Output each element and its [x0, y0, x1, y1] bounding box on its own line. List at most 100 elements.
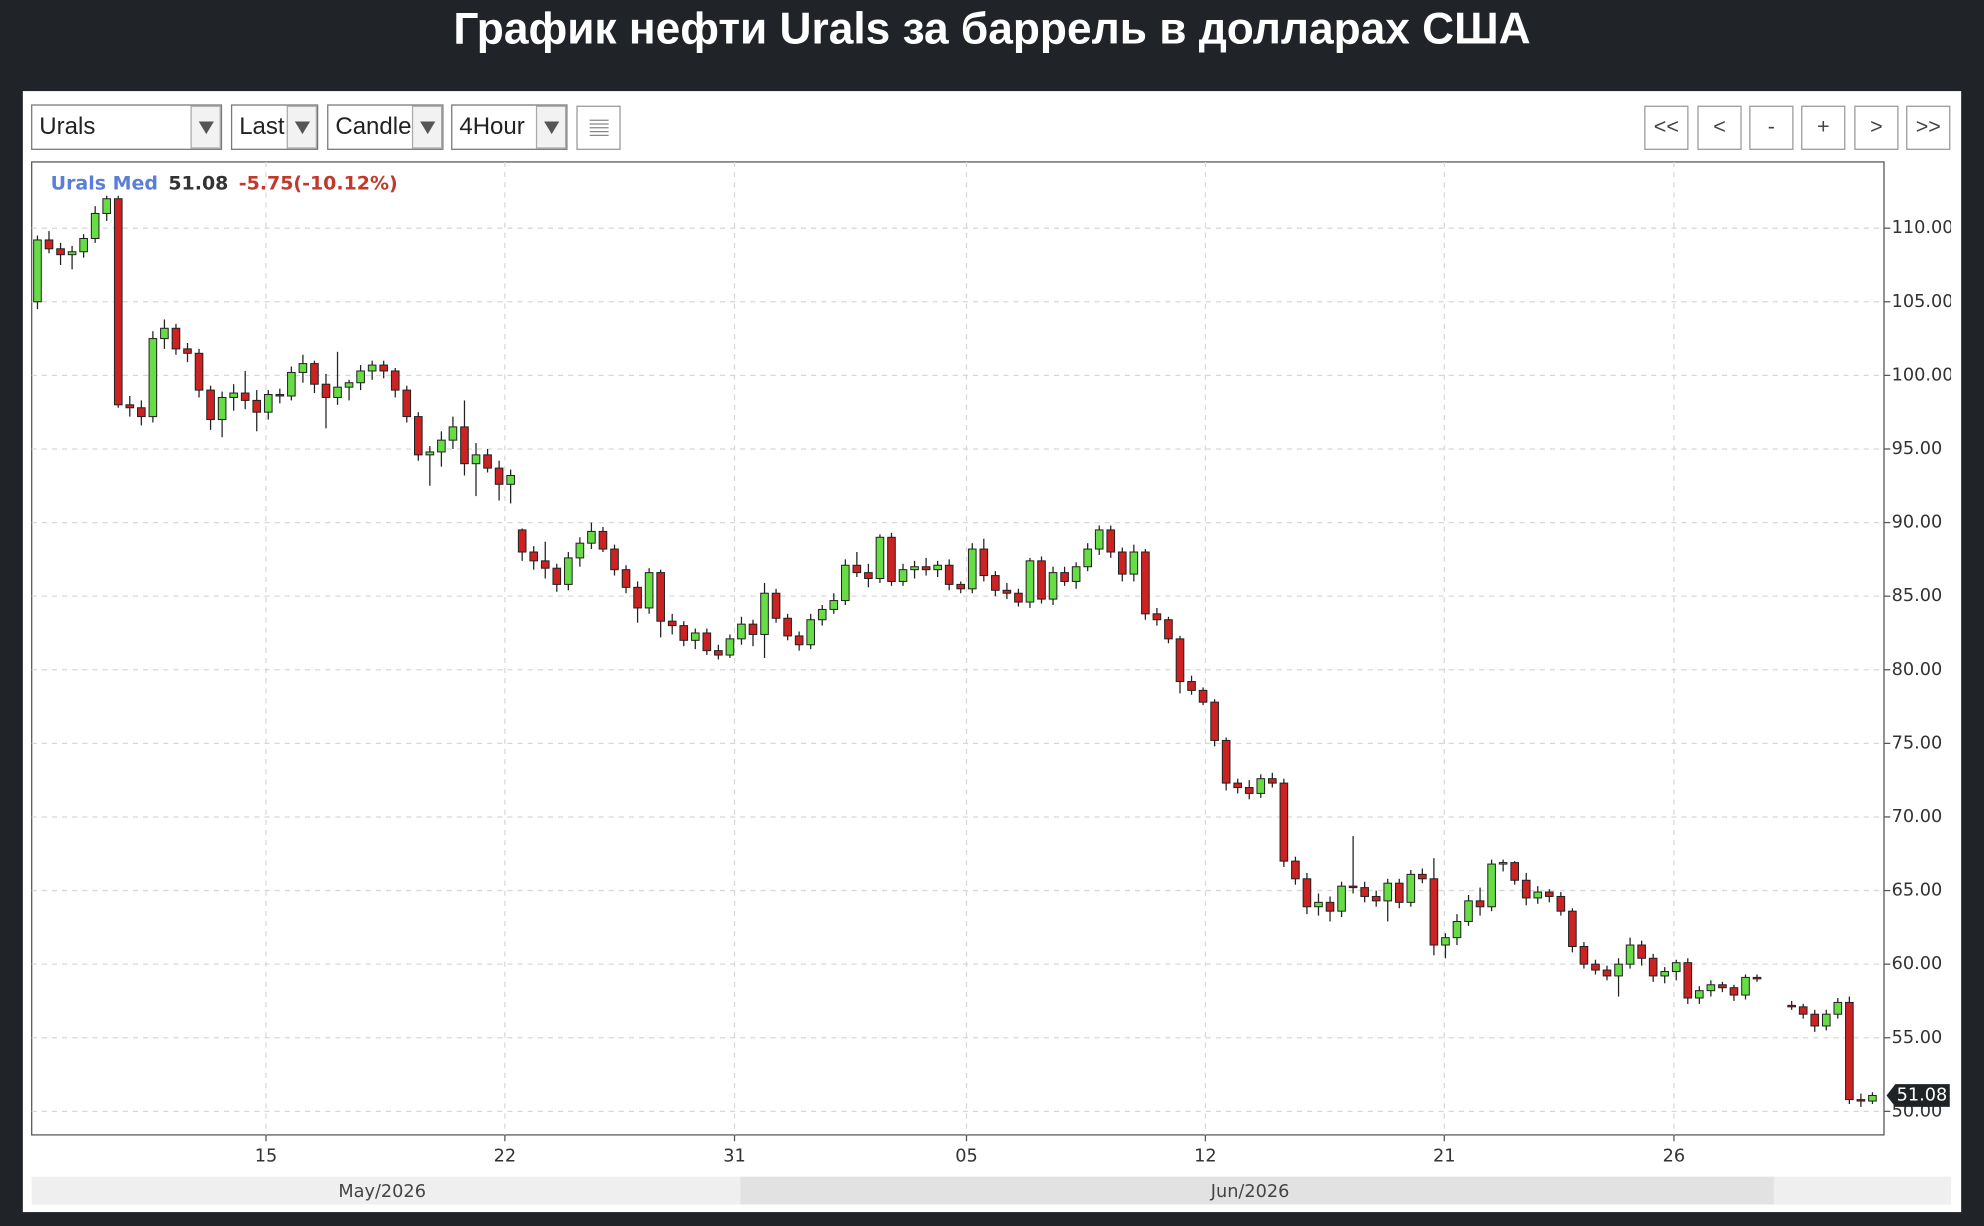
dropdown-label[interactable]: Urals: [39, 113, 95, 140]
dropdown-arrow[interactable]: [420, 121, 436, 135]
candle-body: [1706, 984, 1716, 992]
button-box[interactable]: [1854, 105, 1899, 150]
candle-body: [33, 239, 42, 303]
button-label[interactable]: <: [1713, 114, 1726, 138]
candle-body: [1475, 900, 1485, 908]
dropdown[interactable]: Candle: [327, 104, 444, 150]
candle-body: [1798, 1006, 1808, 1015]
candle-body: [1441, 937, 1450, 946]
candle-body: [1094, 529, 1104, 550]
dropdown[interactable]: Last: [230, 104, 319, 150]
plot-layer: 50.0055.0060.0065.0070.0075.0080.0085.00…: [31, 161, 1954, 1202]
candle-body: [1648, 957, 1658, 977]
candle-body: [1625, 944, 1635, 965]
candle-body: [287, 371, 296, 397]
candle-body: [702, 632, 712, 652]
candle-body: [1106, 529, 1116, 553]
legend-name: Urals Med: [51, 172, 158, 194]
x-tick-label: 15: [255, 1146, 278, 1166]
candle-body: [979, 548, 989, 577]
dropdown-arrow[interactable]: [544, 121, 560, 135]
candle-body: [113, 198, 123, 406]
candle-body: [1752, 976, 1762, 980]
y-tick-label: 95.00: [1892, 439, 1943, 459]
candle-body: [829, 600, 839, 610]
nav-button[interactable]: <: [1697, 105, 1742, 150]
settings-button[interactable]: [576, 105, 621, 150]
candle-body: [852, 564, 862, 574]
candle-body: [356, 370, 365, 384]
nav-button[interactable]: >>: [1906, 105, 1951, 150]
candle-body: [748, 623, 758, 635]
candle-body: [1544, 891, 1554, 897]
dropdown-arrow[interactable]: [198, 121, 214, 135]
candle-body: [864, 572, 873, 580]
period-label: May/2026: [338, 1182, 426, 1202]
candle-body: [1464, 900, 1473, 922]
nav-button[interactable]: +: [1801, 105, 1846, 150]
candle-body: [1821, 1013, 1831, 1027]
button-box[interactable]: [1906, 105, 1951, 150]
candle-body: [817, 608, 827, 621]
candle-body: [506, 474, 515, 485]
candle-body: [1568, 910, 1577, 948]
dropdown-arrow[interactable]: [294, 121, 311, 135]
candle-body: [471, 454, 481, 465]
candle-body: [1198, 689, 1208, 703]
nav-button[interactable]: >: [1854, 105, 1899, 150]
candle-body: [1071, 566, 1081, 582]
candle-body: [656, 572, 665, 622]
candle-body: [252, 399, 262, 413]
button-label[interactable]: >>: [1916, 114, 1941, 138]
candle-body: [148, 338, 158, 418]
x-tick-label: 22: [494, 1146, 517, 1166]
candle-body: [1141, 551, 1150, 615]
candle-body: [933, 564, 942, 571]
button-label[interactable]: -: [1768, 114, 1775, 138]
button-box[interactable]: [1749, 105, 1794, 150]
dropdown[interactable]: Urals: [31, 104, 223, 150]
dropdown[interactable]: 4Hour: [451, 104, 568, 150]
candle-body: [240, 392, 250, 401]
candle-body: [160, 327, 169, 340]
dropdown-label[interactable]: Last: [239, 113, 285, 140]
candle-body: [1810, 1013, 1820, 1027]
candle-body: [1268, 778, 1277, 784]
button-box[interactable]: [1697, 105, 1742, 150]
nav-button[interactable]: -: [1749, 105, 1794, 150]
dropdown-label[interactable]: Candle: [335, 113, 411, 140]
y-tick-label: 105.00: [1892, 292, 1954, 312]
candle-body: [206, 389, 215, 421]
candle-body: [344, 382, 354, 388]
period-label: Jun/2026: [1210, 1182, 1290, 1202]
button-label[interactable]: +: [1817, 114, 1830, 138]
x-tick-label: 05: [955, 1146, 978, 1166]
candle-body: [610, 548, 619, 571]
nav-button[interactable]: <<: [1644, 105, 1689, 150]
candle-body: [1602, 969, 1612, 977]
dropdown-box[interactable]: [31, 104, 223, 150]
candle-body: [1845, 1001, 1854, 1101]
candle-body: [1521, 879, 1531, 899]
dropdown-label[interactable]: 4Hour: [459, 113, 524, 140]
button-box[interactable]: [1644, 105, 1689, 150]
button-label[interactable]: >: [1870, 114, 1883, 138]
y-tick-label: 65.00: [1892, 881, 1943, 901]
candle-body: [1129, 551, 1139, 575]
candle-body: [875, 536, 885, 580]
candle-body: [1383, 882, 1393, 902]
button-box[interactable]: [1801, 105, 1846, 150]
candle-body: [1614, 963, 1623, 977]
y-tick-label: 75.00: [1892, 733, 1943, 753]
y-tick-label: 55.00: [1892, 1028, 1943, 1048]
candle-body: [125, 404, 135, 409]
candle-body: [390, 370, 400, 391]
candle-body: [1279, 782, 1289, 862]
candle-body: [137, 407, 146, 418]
candle-body: [1337, 885, 1346, 912]
candle-body: [494, 467, 504, 485]
y-tick-label: 60.00: [1892, 954, 1943, 974]
button-label[interactable]: <<: [1654, 114, 1679, 138]
candle-body: [529, 551, 539, 562]
